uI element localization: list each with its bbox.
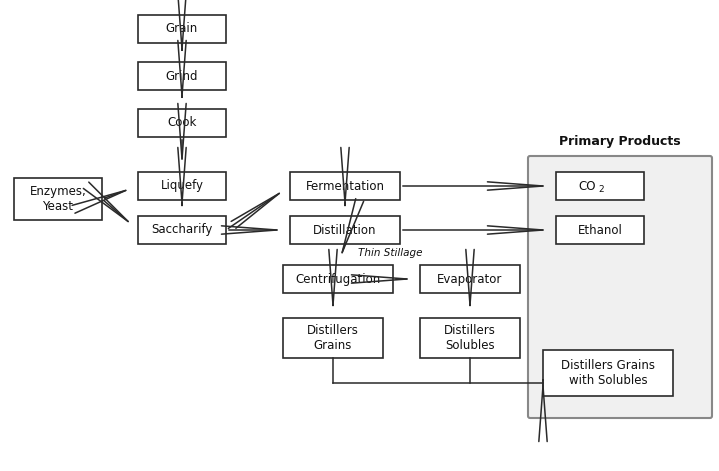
FancyBboxPatch shape <box>290 216 400 244</box>
FancyBboxPatch shape <box>420 265 520 293</box>
Text: Grind: Grind <box>166 70 198 82</box>
Text: 2: 2 <box>598 186 604 195</box>
Text: Grain: Grain <box>166 23 198 35</box>
FancyBboxPatch shape <box>528 156 712 418</box>
Text: Ethanol: Ethanol <box>577 224 623 236</box>
Text: Enzymes,
Yeast: Enzymes, Yeast <box>29 185 86 213</box>
FancyBboxPatch shape <box>420 318 520 358</box>
FancyBboxPatch shape <box>138 15 226 43</box>
FancyBboxPatch shape <box>14 178 102 220</box>
Text: CO: CO <box>579 179 596 193</box>
FancyBboxPatch shape <box>138 62 226 90</box>
Text: Distillation: Distillation <box>313 224 377 236</box>
FancyBboxPatch shape <box>138 172 226 200</box>
Text: Fermentation: Fermentation <box>306 179 385 193</box>
FancyBboxPatch shape <box>283 318 383 358</box>
FancyBboxPatch shape <box>543 350 673 396</box>
FancyBboxPatch shape <box>138 109 226 137</box>
Text: Centrifugation: Centrifugation <box>296 273 380 285</box>
FancyBboxPatch shape <box>556 216 644 244</box>
Text: Evaporator: Evaporator <box>437 273 503 285</box>
Text: Primary Products: Primary Products <box>559 135 681 148</box>
FancyBboxPatch shape <box>283 265 393 293</box>
FancyBboxPatch shape <box>138 216 226 244</box>
Text: Distillers
Grains: Distillers Grains <box>307 324 359 352</box>
Text: Cook: Cook <box>168 116 197 130</box>
FancyBboxPatch shape <box>290 172 400 200</box>
Text: Saccharify: Saccharify <box>151 224 213 236</box>
Text: Distillers Grains
with Solubles: Distillers Grains with Solubles <box>561 359 655 387</box>
FancyBboxPatch shape <box>556 172 644 200</box>
Text: Thin Stillage: Thin Stillage <box>358 248 422 258</box>
Text: Distillers
Solubles: Distillers Solubles <box>444 324 496 352</box>
Text: Liquefy: Liquefy <box>160 179 203 193</box>
